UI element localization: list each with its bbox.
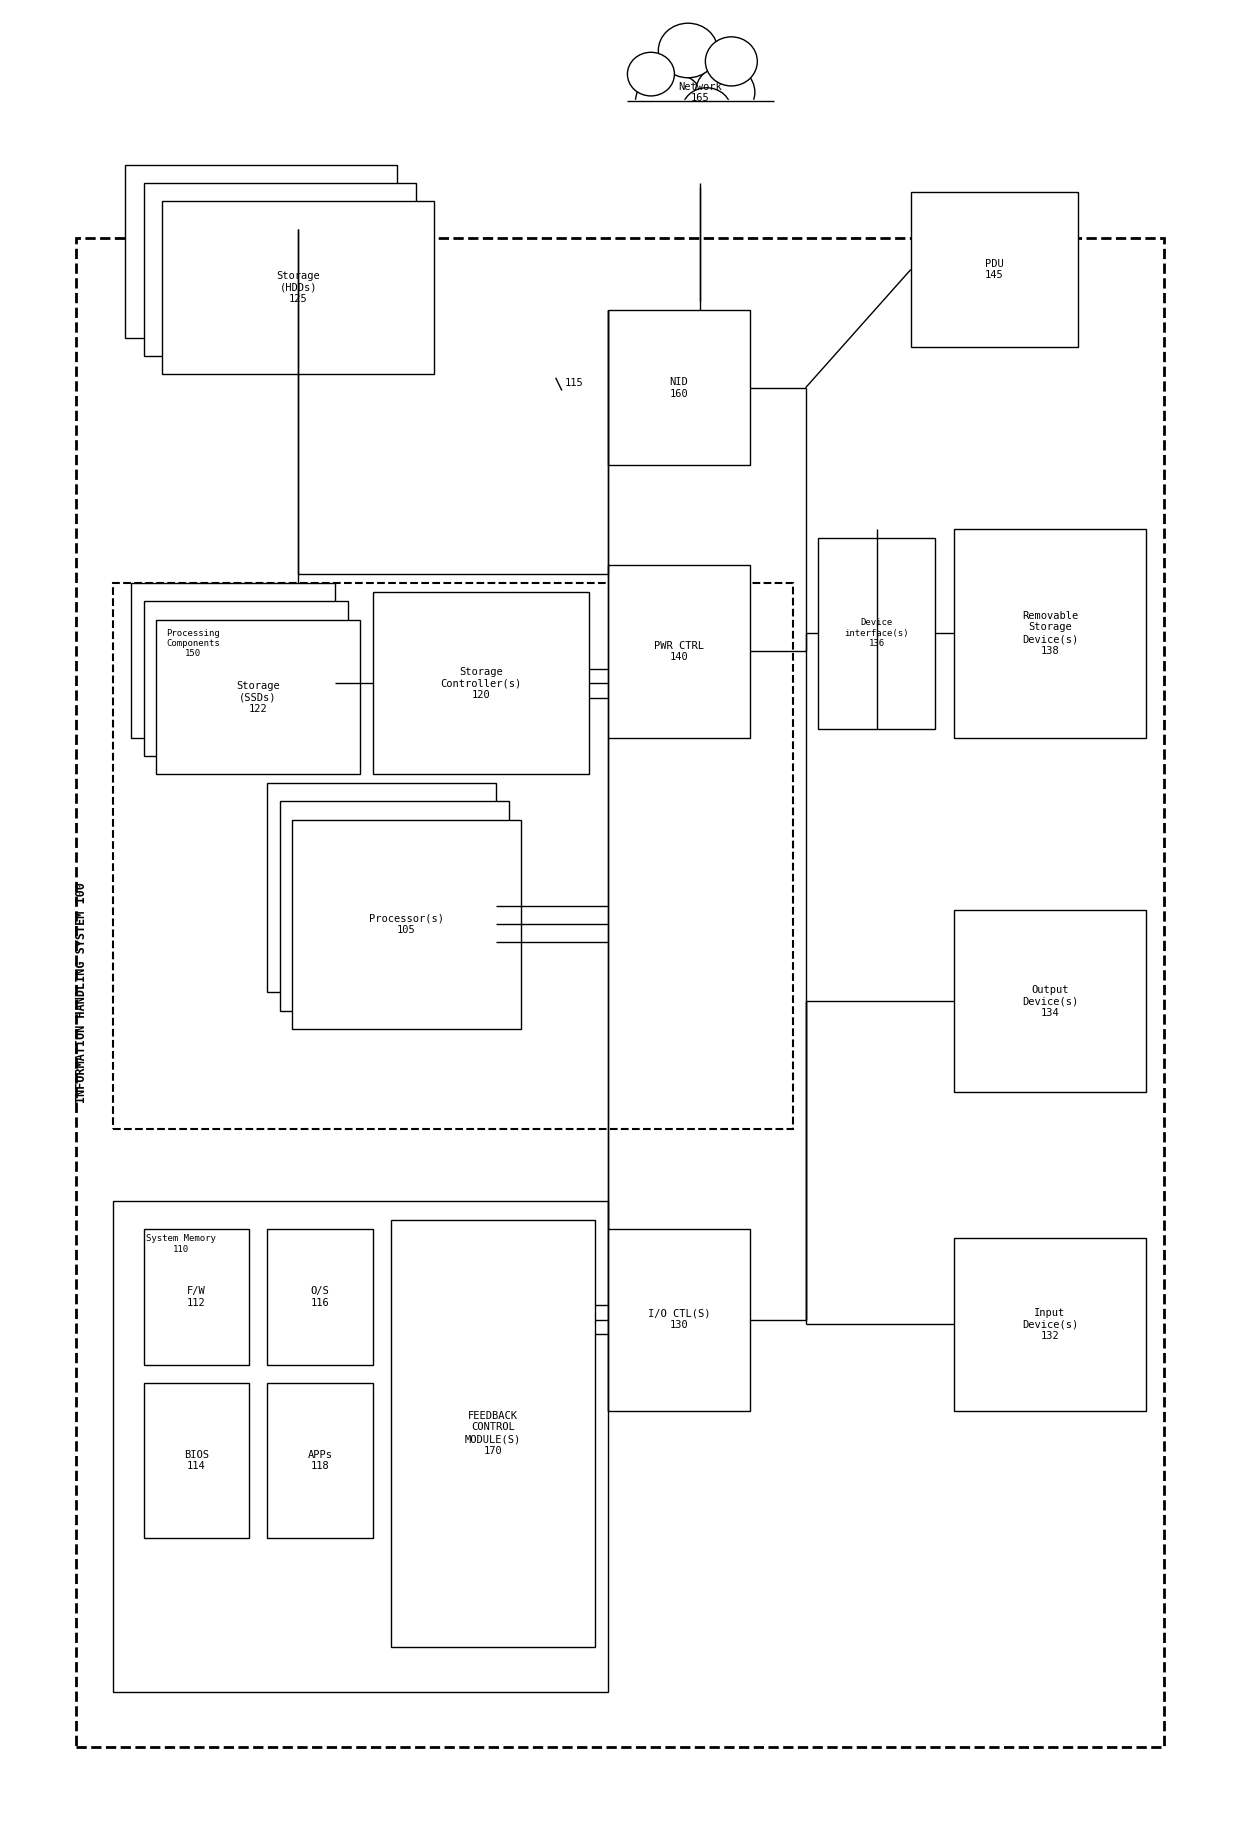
Text: FEEDBACK
CONTROL
MODULE(S)
170: FEEDBACK CONTROL MODULE(S) 170 [465, 1411, 521, 1455]
Bar [391, 1220, 595, 1646]
Bar [144, 184, 415, 355]
Text: O/S
116: O/S 116 [310, 1286, 330, 1307]
Bar [818, 537, 935, 728]
Text: PDU
145: PDU 145 [985, 259, 1003, 280]
Bar [131, 583, 336, 738]
Bar [280, 801, 508, 1011]
Bar [76, 239, 1164, 1746]
Text: Output
Device(s)
134: Output Device(s) 134 [1022, 985, 1078, 1018]
Text: I/O CTL(S)
130: I/O CTL(S) 130 [647, 1309, 711, 1331]
Bar [144, 1229, 249, 1366]
Bar [268, 1229, 372, 1366]
Text: 115: 115 [564, 379, 583, 388]
Bar [144, 601, 347, 756]
Bar [293, 819, 521, 1029]
Text: Processor(s)
105: Processor(s) 105 [370, 914, 444, 934]
Text: NID
160: NID 160 [670, 377, 688, 399]
Bar [268, 1384, 372, 1537]
Text: F/W
112: F/W 112 [187, 1286, 206, 1307]
Bar [608, 1229, 750, 1411]
Text: Device
interface(s)
136: Device interface(s) 136 [844, 619, 909, 648]
Ellipse shape [627, 53, 675, 97]
Bar [156, 619, 360, 774]
Text: Input
Device(s)
132: Input Device(s) 132 [1022, 1307, 1078, 1340]
Text: Removable
Storage
Device(s)
138: Removable Storage Device(s) 138 [1022, 610, 1078, 656]
Bar [372, 592, 589, 774]
Bar [954, 1238, 1146, 1411]
Bar [113, 583, 794, 1129]
Text: System Memory
110: System Memory 110 [146, 1235, 216, 1253]
Text: Storage
Controller(s)
120: Storage Controller(s) 120 [440, 666, 522, 699]
Ellipse shape [696, 66, 755, 120]
Bar [608, 311, 750, 464]
Ellipse shape [682, 87, 732, 133]
Text: INFORMATION HANDLING SYSTEM 100: INFORMATION HANDLING SYSTEM 100 [76, 881, 88, 1104]
Text: Processing
Components
150: Processing Components 150 [166, 628, 219, 659]
Bar [910, 193, 1078, 346]
Text: BIOS
114: BIOS 114 [184, 1450, 208, 1471]
Text: Storage
(SSDs)
122: Storage (SSDs) 122 [237, 681, 280, 714]
Bar [113, 1202, 608, 1692]
Ellipse shape [635, 73, 703, 131]
Bar [162, 202, 434, 373]
Text: APPs
118: APPs 118 [308, 1450, 332, 1471]
Text: PWR CTRL
140: PWR CTRL 140 [653, 641, 704, 663]
Ellipse shape [658, 24, 718, 78]
Text: Storage
(HDDs)
125: Storage (HDDs) 125 [277, 271, 320, 304]
Bar [268, 783, 496, 992]
Bar [144, 1384, 249, 1537]
Text: Network
165: Network 165 [678, 82, 722, 104]
Ellipse shape [706, 36, 758, 86]
Bar [125, 166, 397, 337]
Bar [954, 910, 1146, 1093]
Bar [954, 528, 1146, 738]
Bar [626, 100, 774, 140]
Bar [608, 565, 750, 738]
